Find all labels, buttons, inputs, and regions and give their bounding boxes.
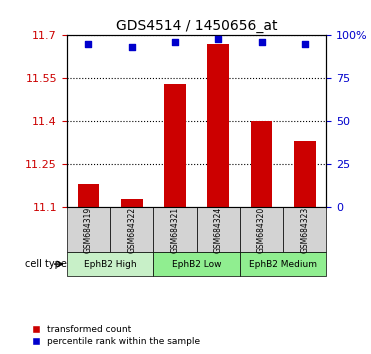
Point <box>215 36 221 42</box>
Title: GDS4514 / 1450656_at: GDS4514 / 1450656_at <box>116 19 278 33</box>
Bar <box>164 84 186 207</box>
Text: GSM684322: GSM684322 <box>127 207 136 253</box>
Text: EphB2 Medium: EphB2 Medium <box>249 259 317 269</box>
Bar <box>207 44 229 207</box>
Text: GSM684321: GSM684321 <box>171 207 180 253</box>
Point <box>259 39 265 45</box>
Bar <box>121 199 142 207</box>
FancyBboxPatch shape <box>67 252 153 276</box>
FancyBboxPatch shape <box>197 207 240 252</box>
Text: GSM684320: GSM684320 <box>257 207 266 253</box>
Text: cell type: cell type <box>25 259 67 269</box>
FancyBboxPatch shape <box>240 207 283 252</box>
Text: GSM684323: GSM684323 <box>301 207 309 253</box>
Bar <box>78 184 99 207</box>
Point <box>302 41 308 47</box>
FancyBboxPatch shape <box>67 207 110 252</box>
Text: EphB2 Low: EphB2 Low <box>172 259 221 269</box>
FancyBboxPatch shape <box>283 207 326 252</box>
Point <box>85 41 91 47</box>
FancyBboxPatch shape <box>153 207 197 252</box>
Legend: transformed count, percentile rank within the sample: transformed count, percentile rank withi… <box>23 321 204 349</box>
FancyBboxPatch shape <box>153 252 240 276</box>
Bar <box>294 142 316 207</box>
Bar <box>251 121 272 207</box>
FancyBboxPatch shape <box>240 252 326 276</box>
FancyBboxPatch shape <box>110 207 153 252</box>
Text: EphB2 High: EphB2 High <box>84 259 137 269</box>
Text: GSM684324: GSM684324 <box>214 207 223 253</box>
Point <box>172 39 178 45</box>
Point <box>129 45 135 50</box>
Text: GSM684319: GSM684319 <box>84 207 93 253</box>
